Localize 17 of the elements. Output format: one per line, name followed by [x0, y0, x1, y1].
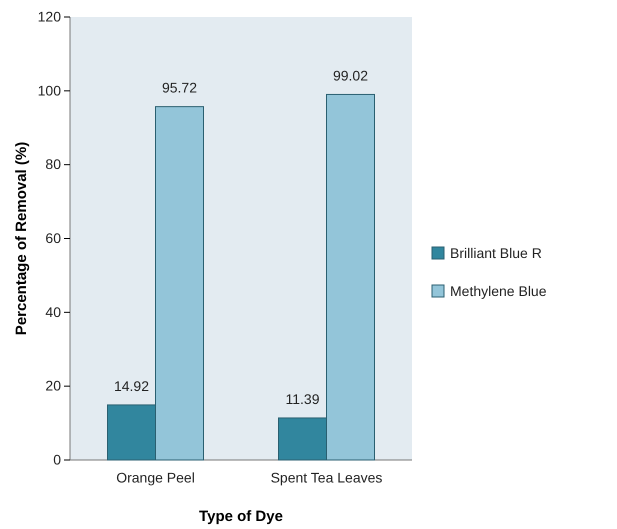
data-label: 95.72 — [162, 80, 198, 96]
x-axis-title: Type of Dye — [199, 508, 283, 525]
y-tick-label: 20 — [45, 378, 62, 394]
y-tick-label: 60 — [45, 230, 62, 246]
data-label: 11.39 — [286, 390, 320, 407]
x-tick-label: Orange Peel — [116, 470, 195, 486]
data-label: 14.92 — [114, 378, 150, 394]
y-tick-label: 80 — [45, 156, 62, 172]
y-tick-label: 0 — [53, 451, 62, 468]
x-tick-label: Spent Tea Leaves — [270, 470, 382, 486]
legend-label: Methylene Blue — [450, 283, 547, 299]
y-tick-label: 40 — [45, 304, 62, 320]
y-axis-title: Percentage of Removal (%) — [13, 142, 30, 336]
y-tick-label: 120 — [38, 8, 62, 24]
data-label: 99.02 — [332, 67, 368, 84]
y-tick-label: 100 — [38, 82, 62, 98]
legend-label: Brilliant Blue R — [450, 245, 542, 261]
